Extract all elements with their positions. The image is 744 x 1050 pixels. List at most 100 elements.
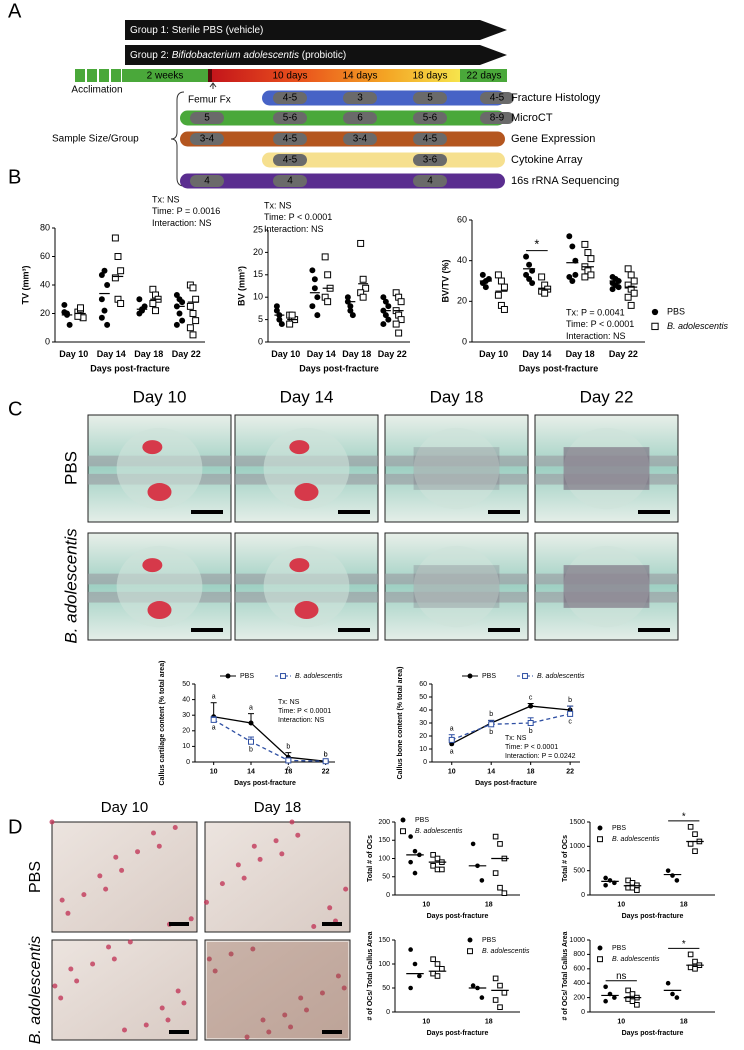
- image-bg: [204, 939, 351, 1041]
- fracture-label: Femur Fx: [188, 95, 231, 106]
- x-tick-label: 18: [680, 1019, 688, 1026]
- data-point: [566, 273, 573, 280]
- data-point: [278, 321, 285, 328]
- data-point: [179, 299, 186, 306]
- osteoclast: [68, 966, 74, 972]
- scale-bar: [338, 628, 370, 632]
- data-point: [479, 995, 485, 1000]
- panel-label: D: [8, 816, 22, 838]
- data-point: [382, 312, 389, 319]
- sample-size: 5-6: [283, 113, 298, 124]
- osteoclast: [175, 988, 181, 994]
- scale-bar: [169, 1030, 189, 1034]
- fracture-arrow: [209, 82, 217, 89]
- annotation: Tx: NS: [505, 735, 527, 742]
- acclimation-block: [87, 69, 97, 82]
- data-point: [629, 998, 636, 1005]
- data-point: [74, 312, 82, 320]
- osteoclast: [343, 886, 349, 892]
- histology-image: [51, 939, 198, 1041]
- data-point: [597, 956, 603, 963]
- sample-pill: [190, 175, 224, 187]
- data-point: [526, 261, 533, 268]
- y-axis-label: BV (mm³): [236, 266, 246, 306]
- histology-image: [534, 414, 679, 523]
- y-tick-label: 500: [573, 868, 585, 875]
- data-point: [392, 320, 400, 328]
- sample-size: 5: [204, 113, 210, 124]
- fracture-mark: [208, 69, 212, 82]
- legend-label: PBS: [482, 673, 496, 680]
- y-tick-label: 1000: [569, 937, 585, 944]
- legend-label: PBS: [612, 825, 626, 832]
- histology-image: [234, 532, 379, 641]
- sample-size-label: Sample Size/Group: [52, 134, 139, 145]
- y-tick-label: 20: [253, 247, 263, 257]
- osteoclast: [135, 849, 141, 855]
- osteoclast: [241, 875, 247, 881]
- data-point: [624, 293, 632, 301]
- sample-size: 5: [427, 93, 433, 104]
- y-tick-label: 60: [40, 251, 50, 261]
- x-tick-label: Day 14: [97, 349, 126, 359]
- assay-bar: [180, 173, 505, 189]
- data-point: [322, 758, 329, 765]
- data-point: [248, 720, 254, 726]
- sample-pill: [413, 175, 447, 187]
- sample-size: 6: [357, 113, 363, 124]
- legend-label: PBS: [240, 673, 254, 680]
- data-point: [357, 239, 365, 247]
- data-point: [61, 301, 68, 308]
- data-point: [101, 307, 108, 314]
- data-point: [629, 991, 636, 997]
- osteoclast: [90, 961, 96, 967]
- data-point: [149, 300, 157, 307]
- data-point: [186, 324, 194, 332]
- data-point: [529, 280, 536, 287]
- data-point: [538, 273, 546, 281]
- data-point: [66, 321, 73, 328]
- x-axis-label: Days post-fracture: [234, 780, 296, 787]
- data-point: [494, 271, 502, 279]
- y-tick-label: 10: [253, 292, 263, 302]
- y-axis-label: Total # of OCs: [367, 835, 374, 882]
- annotation: Tx: NS: [152, 194, 180, 204]
- sample-size: 4: [427, 176, 433, 187]
- osteoclast: [151, 830, 156, 836]
- osteoclast: [181, 1000, 187, 1006]
- data-point: [439, 965, 445, 972]
- data-point: [584, 249, 592, 257]
- series-line: [213, 719, 326, 762]
- woven-bone: [563, 565, 650, 608]
- timeline-bar: [210, 69, 460, 82]
- phase-label: 22 days: [466, 71, 501, 82]
- y-tick-label: 150: [378, 937, 390, 944]
- data-point: [408, 834, 413, 839]
- scale-bar: [322, 922, 342, 926]
- data-point: [494, 291, 502, 299]
- y-tick-label: 0: [386, 1009, 390, 1016]
- data-point: [523, 271, 530, 278]
- data-point: [497, 277, 505, 285]
- data-point: [382, 298, 389, 305]
- sample-pill: [273, 154, 307, 166]
- data-point: [674, 878, 680, 883]
- group-letter: a: [450, 749, 454, 756]
- data-point: [286, 320, 294, 328]
- data-point: [314, 294, 321, 301]
- data-point: [114, 253, 122, 260]
- data-point: [670, 873, 675, 878]
- y-tick-label: 15: [253, 269, 263, 279]
- osteoclast: [235, 862, 241, 868]
- legend-label: B. adolescentis: [415, 828, 463, 835]
- y-axis-label: TV (mm³): [20, 266, 30, 305]
- legend-label: PBS: [482, 937, 496, 944]
- data-point: [692, 958, 698, 965]
- annotation: Interaction: NS: [566, 331, 626, 341]
- sample-size: 4: [204, 176, 210, 187]
- sample-size: 3: [357, 93, 363, 104]
- sample-pill: [413, 92, 447, 104]
- osteoclast: [257, 856, 263, 862]
- timeline-bar: [460, 69, 507, 82]
- sample-pill: [190, 133, 224, 145]
